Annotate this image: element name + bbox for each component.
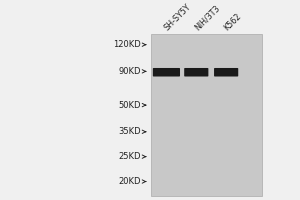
Text: 120KD: 120KD <box>113 40 141 49</box>
Text: K562: K562 <box>223 11 244 32</box>
Text: 20KD: 20KD <box>118 177 141 186</box>
Text: 50KD: 50KD <box>118 101 141 110</box>
FancyBboxPatch shape <box>214 68 238 77</box>
Bar <box>152 34 262 196</box>
FancyBboxPatch shape <box>184 68 208 77</box>
Text: 35KD: 35KD <box>118 127 141 136</box>
FancyBboxPatch shape <box>153 68 180 77</box>
Text: 25KD: 25KD <box>118 152 141 161</box>
Text: NIH/3T3: NIH/3T3 <box>193 4 221 32</box>
Text: 90KD: 90KD <box>118 67 141 76</box>
Text: SH-SY5Y: SH-SY5Y <box>163 2 193 32</box>
